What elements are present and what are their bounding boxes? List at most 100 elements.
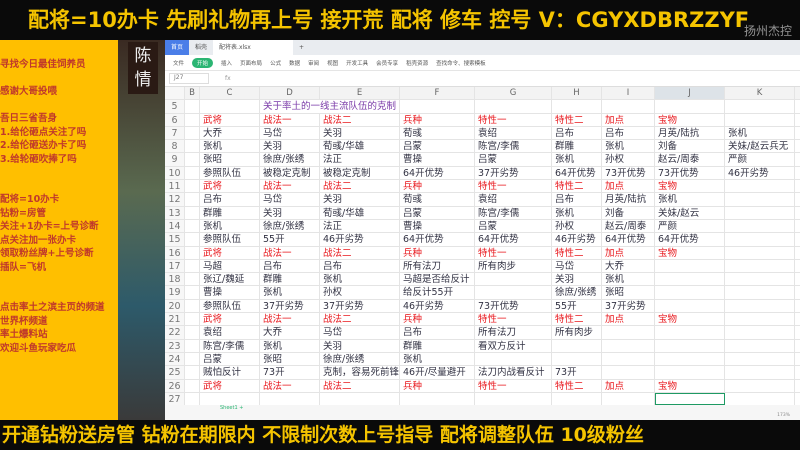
column-header-G[interactable]: G [475,87,552,100]
cell[interactable]: 张机 [260,339,320,352]
cell[interactable]: 64开优势 [400,166,475,180]
corner-cell[interactable] [165,87,185,100]
cell[interactable]: 孙权 [602,153,655,166]
cell[interactable] [602,366,655,379]
cell[interactable]: 张辽/魏延 [200,273,260,286]
cell[interactable] [185,193,200,206]
cell[interactable] [655,352,725,366]
cell[interactable]: 张昭 [602,286,655,299]
cell[interactable] [552,339,602,352]
toolbar-item[interactable]: 查找命令、搜索模板 [436,60,486,67]
cell[interactable]: 参照队伍 [200,233,260,246]
cell[interactable]: 战法二 [320,313,400,326]
cell[interactable]: 吕布 [602,126,655,140]
cell[interactable]: 64开优势 [400,233,475,246]
row-number[interactable]: 21 [165,313,185,326]
cell[interactable] [725,259,795,273]
row-number[interactable]: 25 [165,366,185,379]
toolbar-item[interactable]: 审阅 [308,60,320,67]
cell[interactable]: 加点 [602,246,655,259]
cell[interactable]: 关羽 [320,126,400,140]
column-header-J[interactable]: J [655,87,725,100]
cell[interactable]: 曹操 [200,286,260,299]
cell[interactable] [725,100,795,113]
cell[interactable]: 群雕 [200,206,260,219]
cell[interactable]: 吕蒙 [400,206,475,219]
cell[interactable]: 武将 [200,180,260,193]
row-number[interactable]: 22 [165,326,185,339]
cell[interactable]: 特性一 [475,180,552,193]
cell[interactable]: 大乔 [602,259,655,273]
cell[interactable]: 严颜 [655,219,725,233]
cell[interactable]: 袁绍 [200,326,260,339]
cell[interactable] [185,100,200,113]
cell[interactable]: 37开劣势 [260,299,320,313]
cell[interactable] [725,326,795,339]
cell[interactable]: 关羽 [552,273,602,286]
column-header-B[interactable]: B [185,87,200,100]
cell[interactable]: 月英/陆抗 [655,126,725,140]
cell[interactable]: 徐庶/张绣 [320,352,400,366]
cell[interactable]: 兵种 [400,113,475,126]
column-header-E[interactable]: E [320,87,400,100]
cell[interactable]: 关羽 [320,193,400,206]
cell[interactable]: 马岱 [552,259,602,273]
cell[interactable]: 武将 [200,313,260,326]
cell[interactable]: 宝物 [655,246,725,259]
toolbar-item[interactable]: 公式 [270,60,282,67]
cell[interactable] [725,339,795,352]
cell[interactable]: 吕蒙 [475,219,552,233]
cell[interactable]: 武将 [200,113,260,126]
cell[interactable]: 徐庶/张绣 [260,153,320,166]
column-header-H[interactable]: H [552,87,602,100]
cell[interactable] [185,392,200,406]
row-number[interactable]: 17 [165,259,185,273]
cell[interactable]: 张机 [602,273,655,286]
cell[interactable] [185,313,200,326]
tab-0[interactable]: 首页 [165,40,190,55]
cell[interactable] [725,180,795,193]
cell[interactable] [725,233,795,246]
row-number[interactable]: 6 [165,113,185,126]
name-box[interactable]: J27 [169,73,209,84]
cell[interactable]: 马岱 [260,126,320,140]
cell[interactable]: 马超 [200,259,260,273]
cell[interactable]: 大乔 [200,126,260,140]
cell[interactable]: 55开 [260,233,320,246]
cell[interactable]: 46开劣势 [725,166,795,180]
cell[interactable] [185,339,200,352]
cell[interactable] [185,140,200,153]
cell[interactable] [185,299,200,313]
cell[interactable] [655,299,725,313]
cell[interactable]: 吕蒙 [400,140,475,153]
cell[interactable]: 宝物 [655,180,725,193]
cell[interactable] [655,392,725,406]
cell[interactable] [552,352,602,366]
toolbar-item[interactable]: 开发工具 [346,60,369,67]
cell[interactable] [725,286,795,299]
cell[interactable]: 刘备 [655,140,725,153]
cell[interactable]: 所有法刀 [400,259,475,273]
cell[interactable]: 徐庶/张绣 [260,219,320,233]
cell[interactable]: 所有法刀 [475,326,552,339]
cell[interactable]: 给反计55开 [400,286,475,299]
cell[interactable]: 关妹/赵云 [655,206,725,219]
toolbar-item[interactable]: 开始 [192,57,214,68]
cell[interactable] [655,339,725,352]
cell[interactable] [655,286,725,299]
row-number[interactable]: 23 [165,339,185,352]
cell[interactable]: 特性二 [552,246,602,259]
cell[interactable] [602,339,655,352]
cell[interactable] [185,326,200,339]
cell[interactable]: 马岱 [260,193,320,206]
cell[interactable]: 加点 [602,180,655,193]
row-number[interactable]: 15 [165,233,185,246]
cell[interactable] [655,100,725,113]
cell[interactable]: 所有肉步 [475,259,552,273]
cell[interactable]: 加点 [602,313,655,326]
column-header-K[interactable]: K [725,87,795,100]
cell[interactable]: 法正 [320,153,400,166]
cell[interactable]: 严颜 [725,153,795,166]
cell[interactable] [475,352,552,366]
cell[interactable]: 战法二 [320,246,400,259]
